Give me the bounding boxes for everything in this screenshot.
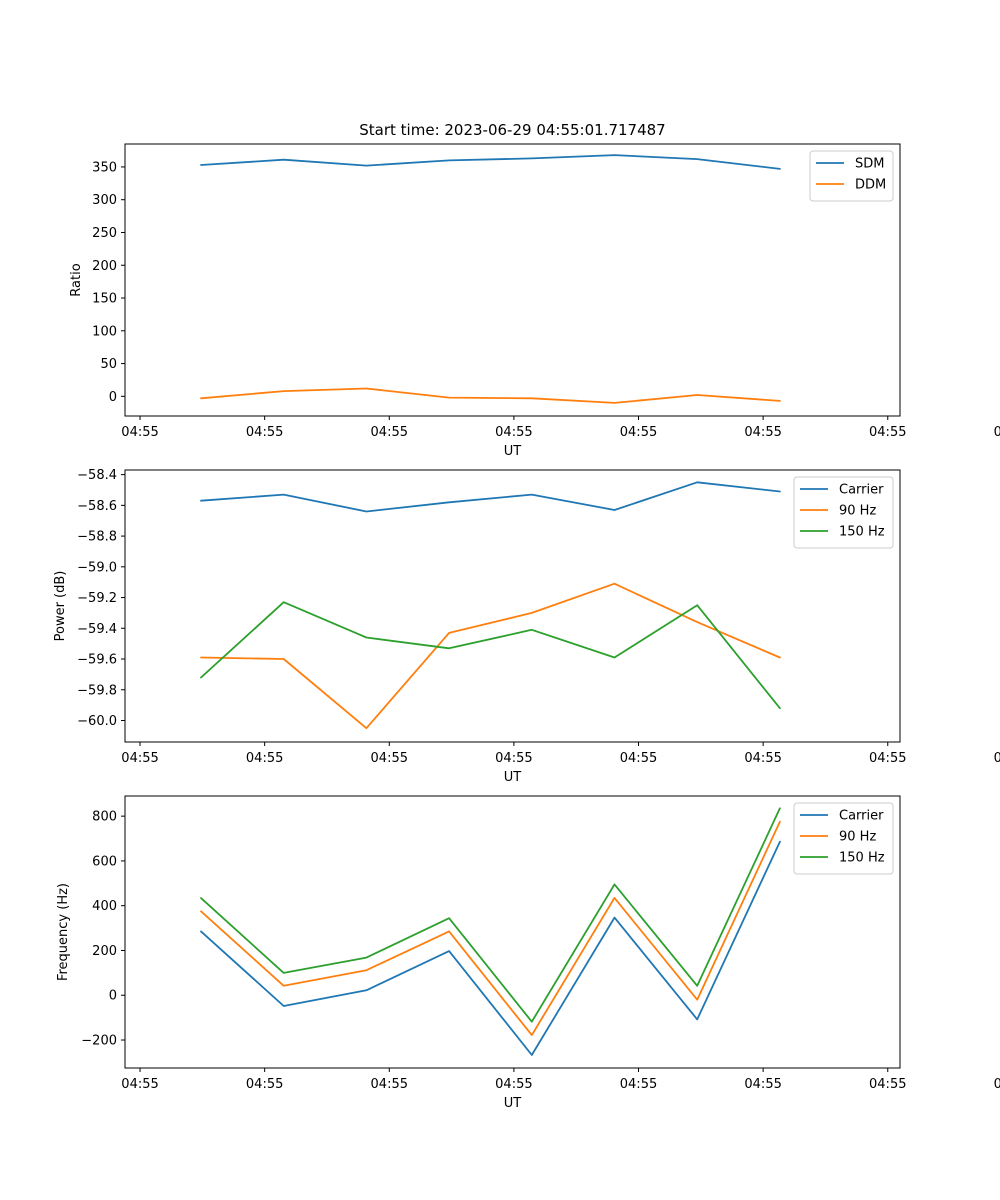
- panels: 04:55 04:55 04:55 04:55 04:55 04:55 04:55 04:56…: [53, 143, 1000, 1111]
- x-tick-label: 04:55: [246, 751, 283, 766]
- y-tick-label: −59.0: [77, 560, 117, 575]
- y-tick-label: −200: [81, 1034, 117, 1049]
- x-tick-label: 04:55: [246, 425, 283, 440]
- series-line-150-hz: [200, 807, 781, 1023]
- x-tick-label: 04:56: [994, 425, 1000, 440]
- y-axis-label: Ratio: [69, 263, 84, 296]
- y-tick-label: −59.6: [77, 653, 117, 668]
- x-tick-label: 04:55: [371, 751, 408, 766]
- y-tick-label: 100: [92, 324, 117, 339]
- y-tick-label: 800: [92, 810, 117, 825]
- legend-label: 90 Hz: [839, 504, 876, 519]
- x-tick-label: 04:55: [869, 1077, 906, 1092]
- legend: Carrier 90 Hz 150 Hz: [793, 802, 894, 875]
- legend: SDM DDM: [809, 150, 894, 202]
- panel-1: 04:55 04:55 04:55 04:55 04:55 04:55 04:55 04:56…: [69, 143, 1000, 459]
- legend-label: Carrier: [839, 483, 884, 498]
- series-line-carrier: [200, 840, 781, 1056]
- y-tick-label: 200: [92, 259, 117, 274]
- x-tick-label: 04:56: [994, 1077, 1000, 1092]
- x-axis-label: UT: [504, 444, 522, 459]
- series-line-carrier: [200, 481, 781, 513]
- y-tick-label: 600: [92, 854, 117, 869]
- series-line-sdm: [200, 154, 781, 170]
- legend-label: 150 Hz: [839, 851, 885, 866]
- x-tick-label: 04:55: [620, 1077, 657, 1092]
- x-tick-label: 04:55: [744, 425, 781, 440]
- legend-label: 90 Hz: [839, 830, 876, 845]
- legend-label: SDM: [855, 157, 884, 172]
- x-axis-label: UT: [504, 770, 522, 785]
- y-tick-label: −58.6: [77, 499, 117, 514]
- y-tick-label: 0: [109, 390, 117, 405]
- y-tick-label: −59.4: [77, 622, 117, 637]
- series-line-ddm: [200, 387, 781, 404]
- y-tick-label: −59.2: [77, 591, 117, 606]
- y-tick-label: 0: [109, 989, 117, 1004]
- y-tick-label: −59.8: [77, 683, 117, 698]
- y-tick-label: 200: [92, 944, 117, 959]
- x-tick-label: 04:55: [744, 1077, 781, 1092]
- x-tick-label: 04:55: [495, 751, 532, 766]
- x-tick-label: 04:55: [371, 1077, 408, 1092]
- plot-frame: [124, 469, 901, 743]
- panel-3: 04:55 04:55 04:55 04:55 04:55 04:55 04:55 04:56…: [56, 795, 1000, 1111]
- x-tick-label: 04:55: [371, 425, 408, 440]
- y-tick-label: 350: [92, 160, 117, 175]
- x-tick-label: 04:56: [994, 751, 1000, 766]
- x-tick-label: 04:55: [869, 425, 906, 440]
- legend-label: Carrier: [839, 809, 884, 824]
- x-tick-label: 04:55: [495, 425, 532, 440]
- y-tick-label: 300: [92, 193, 117, 208]
- x-tick-label: 04:55: [495, 1077, 532, 1092]
- y-tick-label: 400: [92, 899, 117, 914]
- y-tick-label: −58.4: [77, 468, 117, 483]
- figure-title: Start time: 2023-06-29 04:55:01.717487: [359, 121, 665, 139]
- x-tick-label: 04:55: [246, 1077, 283, 1092]
- x-tick-label: 04:55: [869, 751, 906, 766]
- series-line-90-hz: [200, 820, 781, 1036]
- plot-frame: [124, 143, 901, 417]
- x-tick-label: 04:55: [121, 425, 158, 440]
- x-axis-label: UT: [504, 1096, 522, 1111]
- x-tick-label: 04:55: [744, 751, 781, 766]
- x-tick-label: 04:55: [121, 1077, 158, 1092]
- legend: Carrier 90 Hz 150 Hz: [793, 476, 894, 549]
- x-tick-label: 04:55: [620, 425, 657, 440]
- y-axis-label: Frequency (Hz): [56, 883, 71, 981]
- y-tick-label: −58.8: [77, 530, 117, 545]
- y-tick-label: 50: [100, 357, 117, 372]
- y-tick-label: 250: [92, 226, 117, 241]
- plot-frame: [124, 795, 901, 1069]
- y-tick-label: 150: [92, 292, 117, 307]
- legend-label: 150 Hz: [839, 525, 885, 540]
- legend-label: DDM: [855, 178, 886, 193]
- panel-2: 04:55 04:55 04:55 04:55 04:55 04:55 04:55 04:56…: [53, 468, 1000, 785]
- y-tick-label: −60.0: [77, 714, 117, 729]
- x-tick-label: 04:55: [620, 751, 657, 766]
- x-tick-label: 04:55: [121, 751, 158, 766]
- series-line-150-hz: [200, 601, 781, 710]
- series-line-90-hz: [200, 582, 781, 730]
- y-axis-label: Power (dB): [53, 571, 68, 642]
